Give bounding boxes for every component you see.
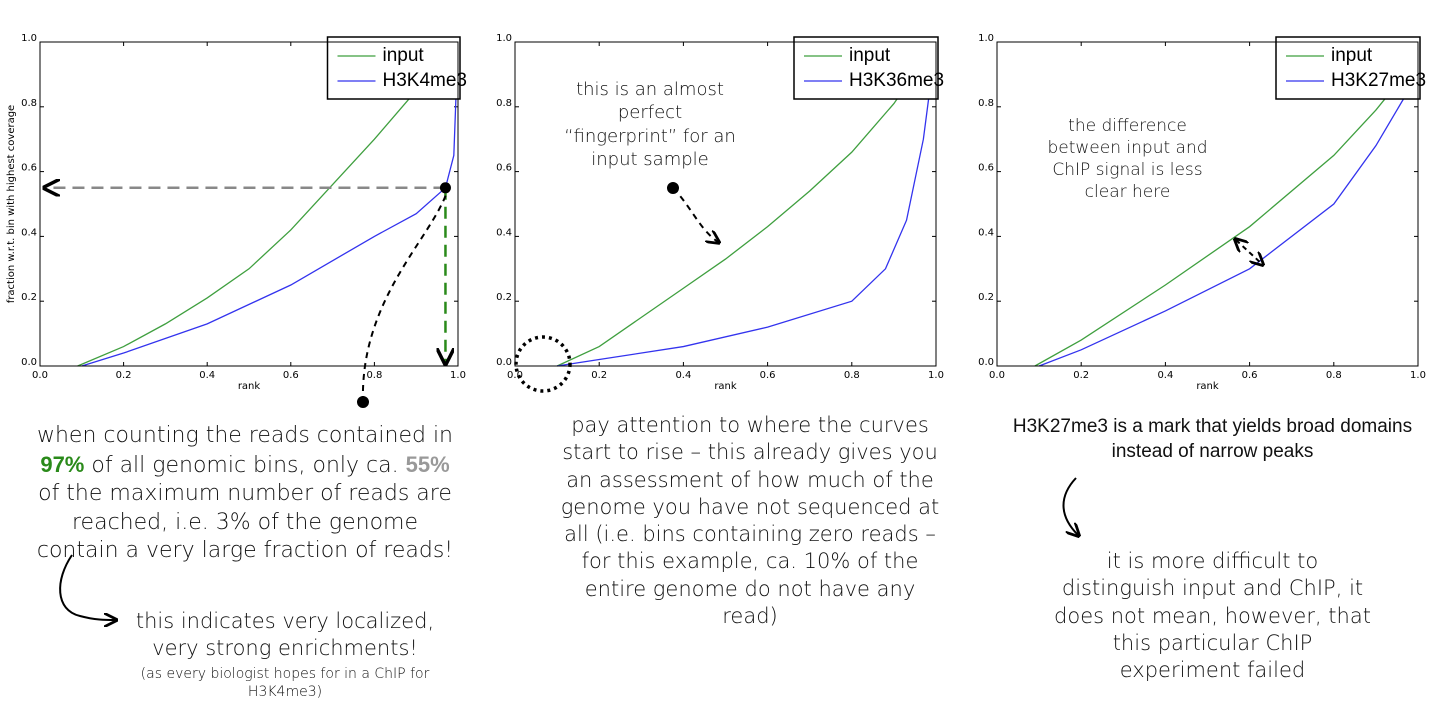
axes-frame (514, 41, 937, 367)
series-line (1034, 57, 1419, 367)
y-tick-label: 0.6 (978, 163, 994, 174)
axes-frame (996, 41, 1419, 367)
note: this is an almost perfect “fingerprint” … (564, 79, 736, 171)
y-tick-label: 0.4 (21, 227, 37, 238)
chart: 0.0 0.2 0.4 0.6 0.8 1.0 0.0 0.2 0.4 0.6 0.8 1.0 rank… (6, 33, 467, 392)
note: the difference between input and ChIP si… (1047, 116, 1208, 203)
note: (as every biologist hopes for in a ChIP … (140, 666, 430, 701)
x-tick-label: 0.0 (507, 370, 523, 381)
dashed-arrow (361, 191, 448, 403)
x-axis-label: rank (238, 381, 261, 392)
x-tick-label: 0.8 (366, 370, 382, 381)
dot (357, 396, 369, 408)
note-part: 55% (405, 451, 450, 477)
axes-frame (39, 41, 459, 367)
series-line (1038, 74, 1419, 367)
legend-box (326, 36, 461, 100)
x-axis-label: rank (714, 381, 737, 392)
note: H3K27me3 is a mark that yields broad dom… (1012, 416, 1413, 462)
note: it is more difficult to distinguish inpu… (1054, 549, 1371, 683)
x-tick-label: 1.0 (928, 370, 944, 381)
x-tick-label: 1.0 (450, 370, 466, 381)
x-tick-label: 0.8 (1326, 370, 1342, 381)
legend-label: input (383, 45, 425, 66)
legend-label: H3K36me3 (849, 70, 944, 91)
double-arrow (1236, 240, 1262, 264)
series-line (81, 41, 459, 367)
x-tick-label: 0.6 (760, 370, 776, 381)
x-tick-label: 0.8 (844, 370, 860, 381)
y-tick-label: 0.6 (496, 163, 512, 174)
legend-label: H3K4me3 (383, 70, 468, 91)
dot (667, 182, 679, 194)
x-tick-label: 0.6 (283, 370, 299, 381)
y-tick-label: 0.0 (978, 357, 994, 368)
legend-box (793, 36, 939, 100)
y-tick-label: 1.0 (21, 33, 37, 44)
x-tick-label: 0.4 (675, 370, 691, 381)
annotation-arrows (59, 182, 1262, 620)
dotted-circle (514, 335, 572, 393)
legend-box (1275, 36, 1421, 100)
y-tick-label: 0.8 (496, 98, 512, 109)
x-tick-label: 0.2 (591, 370, 607, 381)
x-tick-label: 0.0 (32, 370, 48, 381)
y-tick-label: 0.2 (496, 292, 512, 303)
x-axis-label: rank (1196, 381, 1219, 392)
y-tick-label: 0.0 (496, 357, 512, 368)
y-tick-label: 0.4 (496, 227, 512, 238)
legend-label: input (1331, 45, 1373, 66)
series-line (556, 41, 937, 367)
x-tick-label: 0.4 (1157, 370, 1173, 381)
x-tick-label: 0.6 (1242, 370, 1258, 381)
dashed-arrow (672, 187, 718, 242)
x-tick-label: 0.0 (989, 370, 1005, 381)
chart: 0.0 0.2 0.4 0.6 0.8 1.0 0.0 0.2 0.4 0.6 0.8 1.0 rank… (496, 33, 944, 392)
x-tick-label: 1.0 (1410, 370, 1426, 381)
legend-label: input (849, 45, 891, 66)
legend-label: H3K27me3 (1331, 70, 1426, 91)
y-tick-label: 0.8 (978, 98, 994, 109)
y-tick-label: 0.4 (978, 227, 994, 238)
note: pay attention to where the curves start … (560, 413, 940, 629)
curved-arrow (59, 554, 115, 620)
y-axis-label: fraction w.r.t. bin with highest coverag… (6, 105, 17, 303)
chart: 0.0 0.2 0.4 0.6 0.8 1.0 0.0 0.2 0.4 0.6 0.8 1.0 rank… (978, 33, 1426, 392)
y-tick-label: 0.8 (21, 98, 37, 109)
curved-arrow (1062, 477, 1079, 535)
note-part: of the maximum number of reads are reach… (36, 481, 454, 564)
note-part: of all genomic bins, only ca. (84, 452, 406, 478)
series-line (557, 41, 937, 367)
y-tick-label: 0.2 (978, 292, 994, 303)
note: this indicates very localized, very stro… (135, 609, 435, 661)
note-part: when counting the reads contained in (36, 423, 454, 448)
x-tick-label: 0.4 (199, 370, 215, 381)
x-tick-label: 0.2 (116, 370, 132, 381)
x-tick-label: 0.2 (1073, 370, 1089, 381)
note-part: 97% (40, 451, 85, 477)
highlight-point (439, 182, 451, 194)
y-tick-label: 0.0 (21, 357, 37, 368)
note: when counting the reads contained in 97%… (30, 422, 460, 566)
y-tick-label: 1.0 (496, 33, 512, 44)
y-tick-label: 0.6 (21, 163, 37, 174)
y-tick-label: 1.0 (978, 33, 994, 44)
y-tick-label: 0.2 (21, 292, 37, 303)
